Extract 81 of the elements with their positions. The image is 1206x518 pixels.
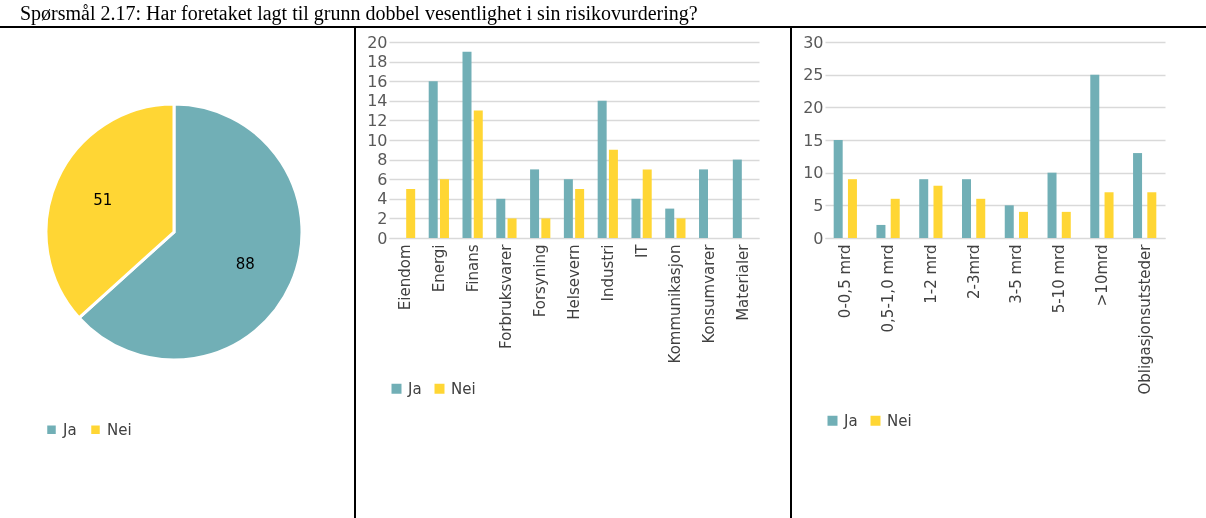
x-tick-label: Eiendom xyxy=(396,244,415,311)
bar xyxy=(575,189,585,238)
bar xyxy=(496,198,506,238)
bar xyxy=(642,169,652,238)
bar xyxy=(933,185,943,238)
x-tick-label: 2-3mrd xyxy=(964,244,983,300)
y-tick-label: 20 xyxy=(367,32,388,52)
x-tick-label: 0,5-1,0 mrd xyxy=(879,244,898,333)
x-tick-label: IT xyxy=(632,243,651,259)
bar xyxy=(462,51,472,238)
y-tick-label: 5 xyxy=(813,195,824,215)
bar xyxy=(406,189,416,238)
bar xyxy=(1147,192,1157,238)
bar xyxy=(541,218,551,238)
y-tick-label: 15 xyxy=(803,130,824,150)
x-tick-label: 0-0,5 mrd xyxy=(836,244,855,319)
bar xyxy=(597,100,607,238)
bar xyxy=(1019,211,1029,238)
y-tick-label: 10 xyxy=(803,163,824,183)
bar xyxy=(1047,172,1057,238)
bar xyxy=(847,179,857,238)
legend-label: Nei xyxy=(107,420,132,439)
y-tick-label: 6 xyxy=(377,169,388,189)
bar xyxy=(919,179,929,238)
bar xyxy=(1061,211,1071,238)
legend-label: Ja xyxy=(843,411,858,430)
bar xyxy=(890,198,900,238)
bar xyxy=(507,218,517,238)
y-tick-label: 12 xyxy=(367,110,388,130)
y-tick-label: 0 xyxy=(377,228,388,248)
bar xyxy=(1090,74,1100,238)
legend-label: Ja xyxy=(62,420,77,439)
x-tick-label: Materialer xyxy=(733,243,752,321)
y-tick-label: 14 xyxy=(367,91,388,111)
bar xyxy=(961,179,971,238)
y-tick-label: 2 xyxy=(377,208,388,228)
data-label: 88 xyxy=(235,254,255,273)
x-tick-label: Energi xyxy=(429,244,448,293)
bar xyxy=(699,169,709,238)
x-tick-label: 3-5 mrd xyxy=(1007,244,1026,304)
bar xyxy=(876,224,886,238)
x-tick-label: Helsevern xyxy=(565,244,583,320)
legend-label: Nei xyxy=(887,411,912,430)
bar xyxy=(1104,192,1114,238)
y-tick-label: 20 xyxy=(803,97,824,117)
y-tick-label: 8 xyxy=(377,150,388,170)
x-tick-label: Kommunikasjon xyxy=(666,244,685,364)
x-tick-label: Konsumvarer xyxy=(700,243,719,344)
y-tick-label: 25 xyxy=(803,65,824,85)
x-tick-label: Forsyning xyxy=(531,244,550,318)
x-tick-label: Industri xyxy=(598,244,617,302)
bar xyxy=(631,198,641,238)
bar xyxy=(439,179,449,238)
x-tick-label: Obligasjonsutsteder xyxy=(1135,243,1154,395)
text: Spørsmål 2.17: Har foretaket lagt til grunn dobbel vesentlighet i sin risikovurdering? xyxy=(0,0,1206,28)
bar xyxy=(1004,205,1014,238)
bar xyxy=(732,159,742,238)
bar xyxy=(563,179,573,238)
y-tick-label: 30 xyxy=(803,32,824,52)
y-tick-label: 18 xyxy=(367,52,388,72)
x-tick-label: 5-10 mrd xyxy=(1050,244,1069,314)
x-tick-label: >10mrd xyxy=(1092,244,1111,307)
bar xyxy=(665,208,675,238)
x-tick-label: 1-2 mrd xyxy=(921,244,940,304)
bar xyxy=(530,169,540,238)
x-tick-label: Finans xyxy=(463,244,482,293)
bar xyxy=(473,110,483,238)
y-tick-label: 16 xyxy=(367,71,388,91)
bar xyxy=(1133,153,1143,238)
bar xyxy=(428,81,438,238)
y-tick-label: 10 xyxy=(367,130,388,150)
data-label: 51 xyxy=(93,191,113,210)
bar xyxy=(676,218,686,238)
y-tick-label: 4 xyxy=(377,189,388,209)
x-tick-label: Forbruksvarer xyxy=(497,243,516,349)
bar xyxy=(608,149,618,238)
legend-label: Ja xyxy=(407,379,422,398)
legend-label: Nei xyxy=(451,379,476,398)
bar xyxy=(833,140,843,238)
bar xyxy=(976,198,986,238)
y-tick-label: 0 xyxy=(813,228,824,248)
